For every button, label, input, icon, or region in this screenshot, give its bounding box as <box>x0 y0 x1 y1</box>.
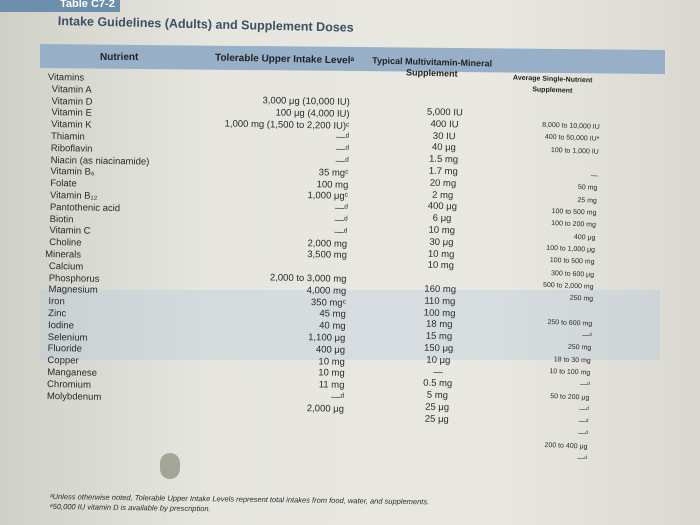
upper-limit-column: 3,000 μg (10,000 IU) 100 μg (4,000 IU) 1,0… <box>194 94 350 415</box>
nutrient-name: Chromium <box>47 378 91 391</box>
header-single-nutrient: Average Single-Nutrient Supplement <box>512 74 593 95</box>
table-title: Intake Guidelines (Adults) and Supplemen… <box>57 14 354 35</box>
nutrient-name: Iodine <box>47 319 74 332</box>
thumb-shadow <box>160 453 180 479</box>
table-number: Table C7-2 <box>0 0 120 12</box>
table-shading <box>40 290 660 360</box>
nutrient-name: Pantothenic acid <box>49 201 121 214</box>
nutrient-name: Molybdenum <box>46 390 102 403</box>
table-caption: Table C7-2 Intake Guidelines (Adults) an… <box>0 0 700 40</box>
single-nutrient-column: 8,000 to 10,000 IU 400 to 50,000 IUᵉ 100 t… <box>487 118 600 466</box>
multivitamin-cell: 25 μg <box>424 413 449 425</box>
header-nutrient: Nutrient <box>100 52 139 63</box>
footnotes: ᵃUnless otherwise noted, Tolerable Upper… <box>50 492 430 517</box>
upper-limit-cell: 2,000 μg <box>306 402 345 415</box>
multivitamin-column: 5,000 IU 400 IU 30 IU 40 μg 1.5 mg 1.7 mg 20 m… <box>397 106 485 427</box>
nutrient-name: Riboflavin <box>50 142 93 155</box>
header-multivitamin: Typical Multivitamin-Mineral Supplement <box>372 55 493 79</box>
nutrient-column: Vitamins Vitamin A Vitamin D Vitamin E Vitam… <box>43 72 151 404</box>
nutrient-name: Vitamin A <box>51 83 92 96</box>
table-header-band <box>40 44 665 74</box>
nutrient-name: Calcium <box>48 260 84 273</box>
